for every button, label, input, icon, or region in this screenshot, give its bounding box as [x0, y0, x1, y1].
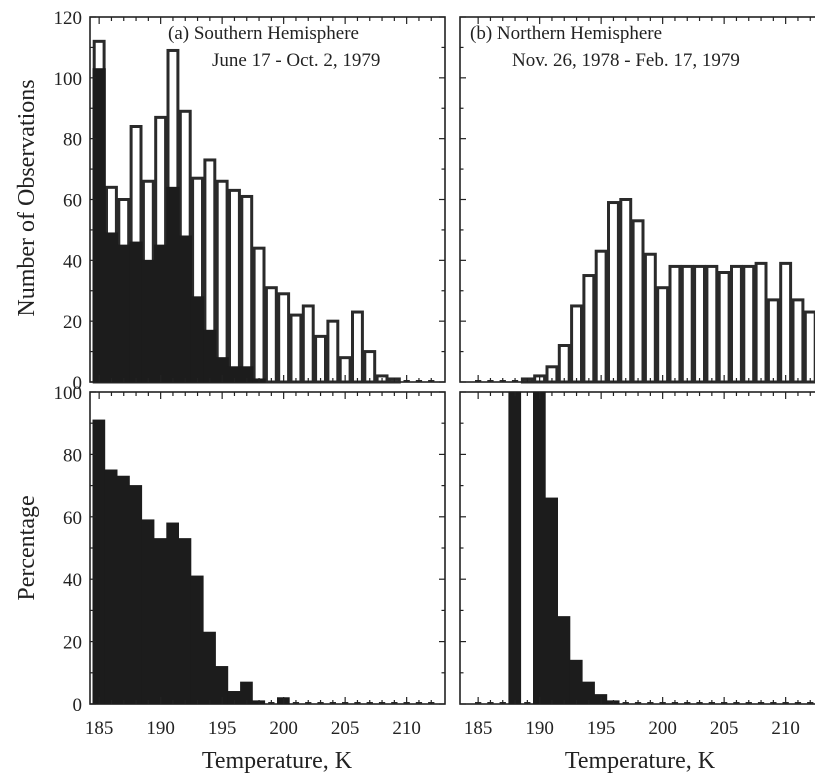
panel-a-pct-bar-0: [92, 419, 106, 705]
panel-a-obs-bar-19: [326, 319, 340, 384]
panel-a-filled-bar-7: [178, 235, 192, 383]
panel-b-obs-bar-16: [668, 264, 682, 384]
y-axis-label-bottom: Percentage: [14, 495, 40, 600]
panel-b-obs-bar-19: [705, 264, 719, 384]
panel-b-obs-bar-22: [742, 264, 756, 384]
ytick-label-top-40: 40: [63, 251, 82, 272]
panel-b-xtick-label-195: 195: [587, 718, 616, 739]
panel-b-pct-bar-8: [569, 659, 583, 705]
panel-b-pct-bar-3: [508, 391, 522, 705]
panel-a-filled-bar-1: [104, 232, 119, 383]
panel-a-xtick-label-195: 195: [208, 718, 237, 739]
panel-b-obs-bar-25: [779, 261, 793, 384]
panel-a-obs-bar-11: [228, 188, 241, 384]
panel-a-pct-bar-4: [141, 519, 155, 705]
panel-a-pct-bar-1: [104, 469, 118, 705]
panel-b-pct-bar-7: [557, 616, 571, 705]
panel-b-obs-bar-13: [631, 219, 645, 384]
panel-b-xtick-label-200: 200: [648, 718, 677, 739]
panel-b-xtick-label-210: 210: [771, 718, 800, 739]
panel-a-filled-bar-6: [166, 186, 180, 383]
panel-b-obs-bar-21: [730, 264, 743, 384]
panel-b-obs-bar-12: [619, 198, 633, 384]
panel-a-pct-bar-6: [166, 522, 180, 705]
x-axis-label-a: Temperature, K: [202, 748, 353, 774]
panel-a-obs-bar-21: [351, 310, 364, 384]
panel-a-xtick-label-190: 190: [146, 718, 175, 739]
panel-b-obs-bar-26: [791, 298, 805, 384]
panel-a-filled-bar-2: [117, 244, 131, 383]
panel-b-obs-bar-27: [803, 310, 815, 384]
ytick-label-bottom-40: 40: [63, 570, 82, 591]
panel-b-obs-bar-8: [570, 304, 583, 384]
panel-a-filled-bar-3: [129, 241, 143, 383]
panel-b-pct-bar-5: [533, 391, 546, 705]
panel-b-xtick-label-185: 185: [464, 718, 493, 739]
panel-a-obs-bar-13: [252, 246, 266, 384]
panel-a-xtick-label-200: 200: [269, 718, 298, 739]
panel-a-pct-bar-7: [178, 538, 192, 705]
panel-b-label: (b) Northern Hemisphere: [470, 23, 662, 44]
panel-a-pct-bar-2: [117, 475, 130, 705]
panel-a-xtick-label-205: 205: [331, 718, 360, 739]
panel-b-obs-bar-9: [582, 274, 596, 384]
panel-b-obs-bar-10: [594, 249, 608, 384]
panel-b-obs-bar-18: [693, 264, 706, 384]
ytick-label-bottom-100: 100: [54, 383, 83, 404]
panel-b-obs-bar-14: [643, 252, 657, 384]
panel-a-obs-bar-15: [277, 292, 291, 384]
panel-a-pct-bar-9: [203, 631, 216, 705]
panel-a-xtick-label-210: 210: [392, 718, 421, 739]
panel-a-obs-bar-16: [289, 313, 303, 384]
bars-layer: [92, 39, 815, 705]
panel-a-xtick-label-185: 185: [85, 718, 114, 739]
panel-a-obs-bar-22: [363, 350, 377, 384]
panel-a-pct-bar-5: [154, 538, 167, 705]
panel-a-label: (a) Southern Hemisphere: [168, 23, 359, 44]
panel-b-obs-bar-11: [607, 201, 620, 384]
ticks-layer: 185 190 195 200 205 210 185 190 195 200 205 2100204…: [54, 8, 811, 739]
panel-a-filled-bar-9: [203, 329, 217, 383]
panel-b-obs-bar-7: [557, 344, 571, 384]
y-axis-label-top: Number of Observations: [14, 79, 40, 316]
panel-a-pct-bar-3: [129, 485, 143, 705]
ytick-label-top-100: 100: [54, 69, 83, 90]
panel-b-dates: Nov. 26, 1978 - Feb. 17, 1979: [512, 50, 740, 71]
ytick-label-top-20: 20: [63, 312, 82, 333]
ytick-label-bottom-60: 60: [63, 508, 82, 529]
panel-b-obs-bar-24: [766, 298, 780, 384]
panel-b-obs-bar-20: [717, 271, 731, 384]
ytick-label-bottom-0: 0: [73, 695, 83, 716]
panel-a-filled-bar-4: [141, 259, 155, 383]
panel-b-xtick-label-205: 205: [710, 718, 739, 739]
ytick-label-top-60: 60: [63, 191, 82, 212]
panel-b-obs-bar-15: [656, 286, 670, 384]
panel-a-pct-bar-8: [190, 575, 204, 705]
panel-a-obs-bar-10: [215, 179, 229, 384]
ytick-label-bottom-80: 80: [63, 445, 82, 466]
x-axis-label-b: Temperature, K: [565, 748, 716, 774]
panel-a-filled-bar-0: [92, 68, 106, 383]
panel-a-obs-bar-17: [301, 304, 315, 384]
panel-a-filled-bar-8: [190, 296, 205, 383]
panel-a-obs-bar-14: [264, 286, 278, 384]
panel-a-obs-bar-18: [314, 334, 328, 384]
panel-a-dates: June 17 - Oct. 2, 1979: [212, 50, 380, 71]
ytick-label-top-80: 80: [63, 130, 82, 151]
panel-b-obs-bar-23: [754, 261, 768, 384]
ytick-label-top-0: 0: [73, 373, 83, 394]
panel-b-pct-bar-6: [545, 497, 558, 705]
panel-a-filled-bar-5: [154, 244, 168, 383]
ytick-label-top-120: 120: [54, 8, 83, 29]
panel-a-obs-bar-12: [240, 194, 254, 384]
ytick-label-bottom-20: 20: [63, 633, 82, 654]
panel-b-xtick-label-190: 190: [525, 718, 554, 739]
panel-b-obs-bar-17: [680, 264, 694, 384]
